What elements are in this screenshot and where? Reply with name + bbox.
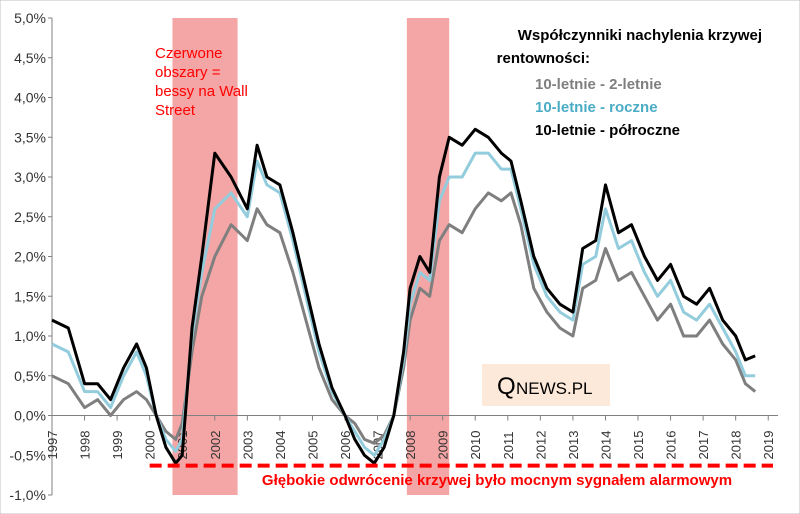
legend-10y-6m: 10-letnie - półroczne	[535, 122, 680, 139]
y-tick-label: 1,0%	[14, 328, 46, 344]
chart-title-line-2: rentowności:	[497, 50, 590, 67]
x-tick-label: 2017	[696, 431, 711, 460]
y-tick-label: 5,0%	[14, 10, 46, 26]
shaded-label-line-4: Street	[155, 102, 196, 119]
x-tick-label: 2002	[208, 431, 223, 460]
x-tick-label: 2009	[436, 431, 451, 460]
x-tick-label: 2003	[240, 431, 255, 460]
y-tick-label: -0,5%	[9, 447, 46, 463]
x-tick-label: 2013	[566, 431, 581, 460]
shaded-label-line-1: Czerwone	[155, 45, 223, 62]
series-lines	[51, 127, 757, 465]
y-tick-label: 0,0%	[14, 408, 46, 424]
x-tick-label: 2016	[664, 431, 679, 460]
shaded-label-line-2: obszary =	[155, 64, 221, 81]
x-tick-label: 2008	[403, 431, 418, 460]
y-axis: 5,0% 4,5% 4,0% 3,5% 3,0% 2,5% 2,0% 1,5% 1,0% 0,5%…	[9, 10, 53, 503]
x-tick-label: 2012	[533, 431, 548, 460]
y-tick-label: 3,0%	[14, 169, 46, 185]
x-axis: 1997 1998 1999 2000 2001 2002 2003 2004 2005 2006…	[45, 415, 778, 460]
y-tick-label: 4,0%	[14, 90, 46, 106]
y-tick-label: 1,5%	[14, 288, 46, 304]
shaded-region-2	[406, 18, 450, 495]
x-tick-label: 2014	[598, 431, 613, 460]
x-tick-label: 2004	[273, 431, 288, 460]
legend-10y-1y: 10-letnie - roczne	[535, 99, 658, 116]
logo-box	[482, 364, 610, 406]
x-tick-label: 1998	[78, 431, 93, 460]
legend-10y-2y: 10-letnie - 2-letnie	[535, 76, 662, 93]
y-tick-label: 3,5%	[14, 129, 46, 145]
y-tick-label: 4,5%	[14, 50, 46, 66]
y-tick-label: 2,5%	[14, 209, 46, 225]
x-tick-label: 2011	[501, 432, 516, 460]
x-tick-label: 1997	[45, 431, 60, 460]
y-tick-label: 0,5%	[14, 368, 46, 384]
shaded-label-line-3: bessy na Wall	[155, 83, 248, 100]
x-tick-label: 1999	[110, 431, 125, 460]
x-tick-label: 2010	[468, 431, 483, 460]
x-tick-label: 2015	[631, 431, 646, 460]
logo-text: NEWS.PL	[516, 379, 593, 398]
y-tick-label: 2,0%	[14, 249, 46, 265]
x-tick-label: 2018	[729, 431, 744, 460]
series-10y-6m-line	[51, 127, 756, 465]
threshold-label: Głębokie odwrócenie krzywej było mocnym …	[262, 472, 732, 489]
y-tick-label: -1,0%	[9, 487, 46, 503]
logo-q: Q	[497, 373, 516, 400]
x-tick-label: 2005	[305, 431, 320, 460]
x-tick-label: 2006	[338, 431, 353, 460]
x-tick-label: 2019	[761, 431, 776, 460]
x-tick-label: 2000	[143, 431, 158, 460]
chart-title-line-1: Współczynniki nachylenia krzywej	[518, 27, 762, 44]
